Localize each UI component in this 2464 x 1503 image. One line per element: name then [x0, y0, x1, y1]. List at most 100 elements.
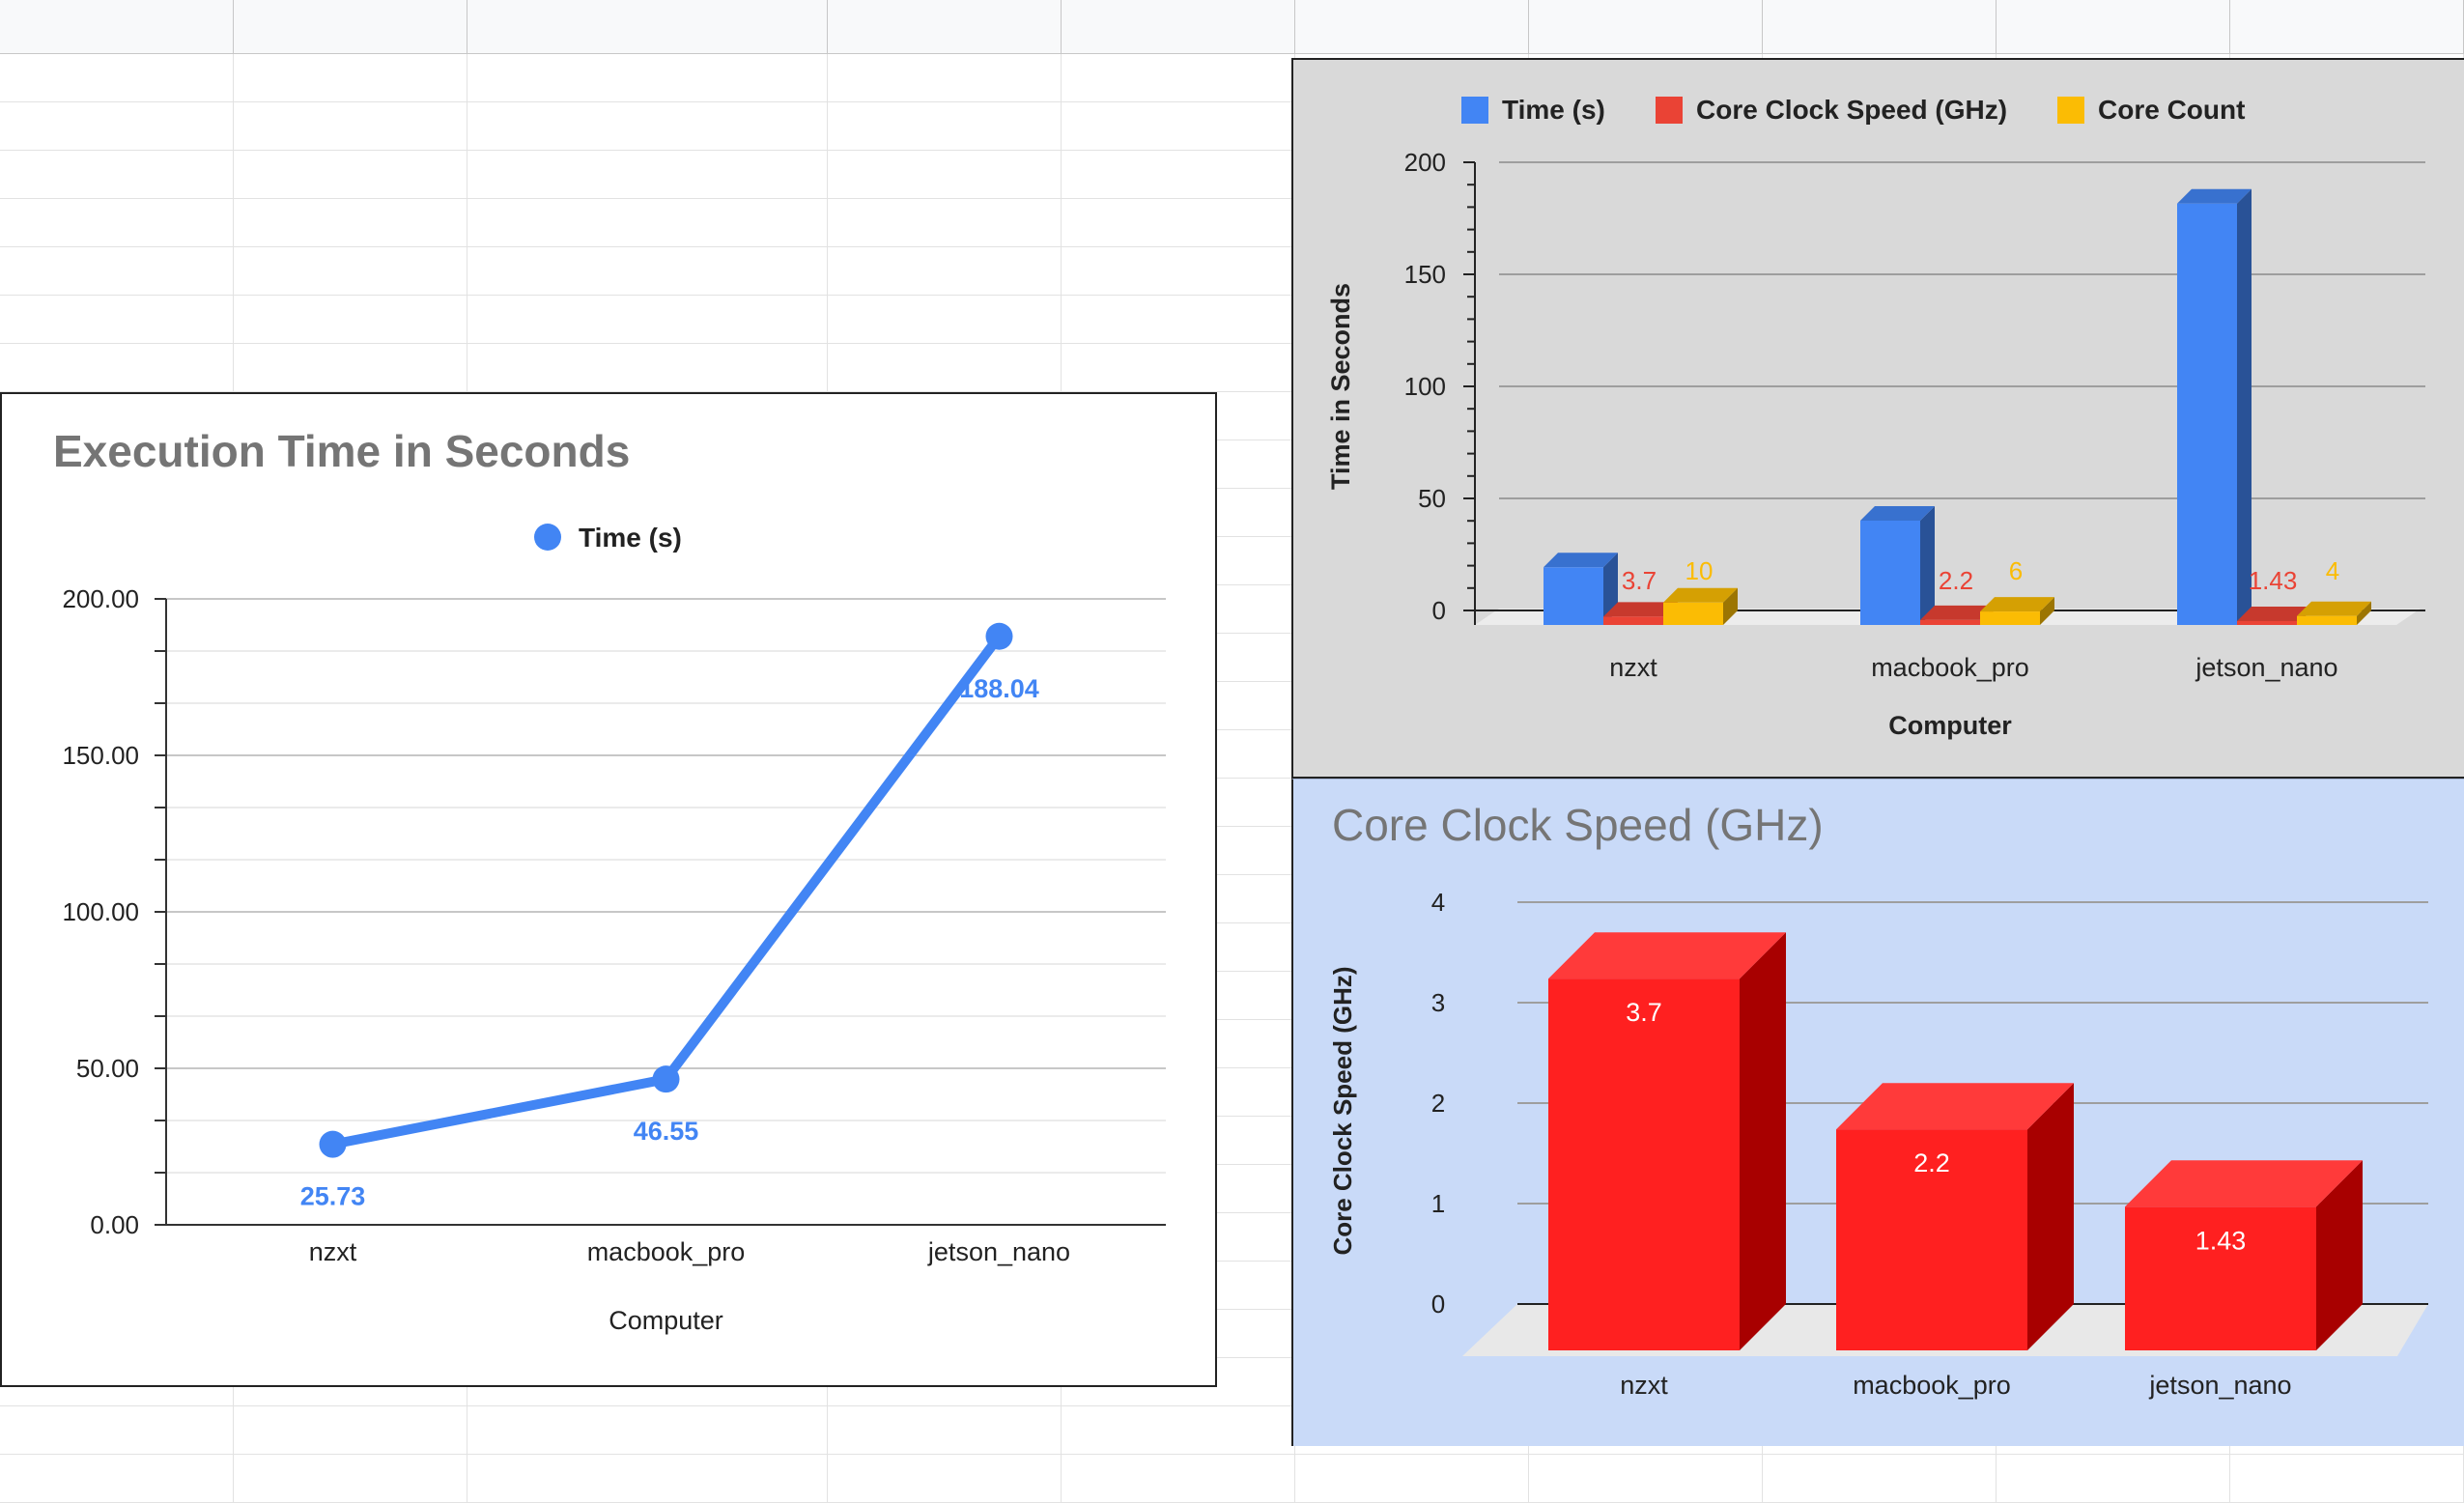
y-tick-label: 200	[1404, 148, 1446, 177]
empty-cell[interactable]	[828, 344, 1062, 392]
x-tick-label-nzxt: nzxt	[309, 1237, 357, 1266]
bar-macbook_pro-2	[1920, 619, 1980, 625]
column-header-d[interactable]	[828, 0, 1062, 54]
empty-cell[interactable]	[1997, 1455, 2230, 1503]
column-header-j[interactable]	[2230, 0, 2464, 54]
bar-macbook_pro	[1836, 1129, 2027, 1350]
empty-cell[interactable]	[828, 296, 1062, 344]
empty-cell[interactable]	[1763, 1455, 1997, 1503]
empty-cell[interactable]	[1295, 1455, 1529, 1503]
grouped-3d-bar-chart[interactable]: Time (s) Core Clock Speed (GHz) Core Count…	[1291, 58, 2464, 779]
column-header-f[interactable]	[1295, 0, 1529, 54]
empty-cell[interactable]	[234, 344, 467, 392]
empty-cell[interactable]	[828, 1455, 1062, 1503]
data-cell[interactable]	[0, 102, 234, 151]
bar-side-jetson_nano-1	[2237, 188, 2252, 625]
empty-cell[interactable]	[467, 296, 828, 344]
data-label-nzxt-3: 10	[1685, 556, 1713, 585]
line-chart-svg: Execution Time in Seconds Time (s) 0.00 50.…	[53, 426, 1166, 1335]
data-label-macbook_pro-3: 6	[2009, 556, 2023, 585]
bar-side-jetson_nano	[2316, 1160, 2363, 1350]
bar-top-macbook_pro-3	[1980, 597, 2054, 612]
header-cell[interactable]	[234, 54, 467, 102]
y-tick-label: 4	[1431, 888, 1445, 917]
bar-side-nzxt	[1740, 932, 1786, 1350]
empty-cell[interactable]	[1062, 199, 1295, 247]
chart-title: Execution Time in Seconds	[53, 426, 630, 476]
data-cell[interactable]	[467, 151, 828, 199]
header-cell[interactable]	[0, 54, 234, 102]
bar-top-macbook_pro	[1836, 1083, 2074, 1130]
y-tick-label: 100	[1404, 372, 1446, 401]
empty-cell[interactable]	[0, 1455, 234, 1503]
x-axis-title: Computer	[1888, 711, 2012, 740]
bar-jetson_nano-3	[2297, 615, 2357, 625]
empty-cell[interactable]	[1062, 1406, 1295, 1455]
empty-cell[interactable]	[1062, 102, 1295, 151]
data-cell[interactable]	[234, 199, 467, 247]
data-label-jetson_nano: 188.04	[959, 674, 1039, 703]
x-tick-label-macbook_pro: macbook_pro	[587, 1237, 746, 1266]
legend-swatch-1	[1461, 97, 1488, 124]
data-cell[interactable]	[234, 151, 467, 199]
column-header-i[interactable]	[1997, 0, 2230, 54]
bar-macbook_pro-1	[1860, 521, 1920, 625]
legend-label-2: Core Clock Speed (GHz)	[1696, 95, 2007, 125]
empty-cell[interactable]	[1529, 1455, 1763, 1503]
y-axis-title: Core Clock Speed (GHz)	[1328, 966, 1357, 1255]
legend-label-time: Time (s)	[579, 523, 682, 553]
empty-cell[interactable]	[1062, 1455, 1295, 1503]
empty-cell[interactable]	[467, 344, 828, 392]
empty-cell[interactable]	[467, 1406, 828, 1455]
header-cell[interactable]	[467, 54, 828, 102]
data-cell[interactable]	[467, 199, 828, 247]
empty-cell[interactable]	[0, 296, 234, 344]
empty-cell[interactable]	[0, 1406, 234, 1455]
empty-cell[interactable]	[1062, 151, 1295, 199]
empty-cell[interactable]	[467, 1455, 828, 1503]
data-cell[interactable]	[828, 102, 1062, 151]
empty-cell[interactable]	[2230, 1455, 2464, 1503]
empty-cell[interactable]	[234, 1455, 467, 1503]
empty-cell[interactable]	[1062, 54, 1295, 102]
data-cell[interactable]	[0, 199, 234, 247]
data-cell[interactable]	[828, 199, 1062, 247]
column-header-a[interactable]	[0, 0, 234, 54]
empty-cell[interactable]	[234, 296, 467, 344]
y-axis-title: Time in Seconds	[1326, 283, 1355, 490]
data-cell[interactable]	[0, 151, 234, 199]
bar-side-jetson_nano-3	[2357, 601, 2371, 625]
bar-jetson_nano	[2125, 1206, 2316, 1350]
column-header-h[interactable]	[1763, 0, 1997, 54]
column-header-g[interactable]	[1529, 0, 1763, 54]
empty-cell[interactable]	[234, 1406, 467, 1455]
data-cell[interactable]	[828, 151, 1062, 199]
empty-cell[interactable]	[0, 344, 234, 392]
data-cell[interactable]	[234, 102, 467, 151]
bar-nzxt	[1548, 978, 1740, 1350]
grouped-bar-chart-svg: Time (s) Core Clock Speed (GHz) Core Count…	[1326, 95, 2425, 740]
bar-side-nzxt-3	[1723, 587, 1738, 625]
empty-cell[interactable]	[828, 1406, 1062, 1455]
data-label-nzxt: 25.73	[300, 1182, 366, 1211]
empty-cell[interactable]	[0, 247, 234, 296]
execution-time-line-chart[interactable]: Execution Time in Seconds Time (s) 0.00 50.…	[0, 392, 1217, 1387]
column-header-c[interactable]	[467, 0, 828, 54]
empty-cell[interactable]	[1062, 296, 1295, 344]
column-header-b[interactable]	[234, 0, 467, 54]
empty-cell[interactable]	[234, 247, 467, 296]
data-label-jetson_nano-2: 1.43	[2249, 566, 2298, 595]
header-cell[interactable]	[828, 54, 1062, 102]
bar-top-jetson_nano-2	[2237, 607, 2311, 621]
data-point-nzxt	[319, 1130, 347, 1158]
column-header-e[interactable]	[1062, 0, 1295, 54]
empty-cell[interactable]	[467, 247, 828, 296]
bar-side-macbook_pro-1	[1920, 506, 1935, 625]
core-clock-speed-3d-bar-chart[interactable]: Core Clock Speed (GHz) 0 1 2 3 4 3.7 nzxt 2.2 mac…	[1291, 779, 2464, 1446]
x-tick-label-jetson_nano: jetson_nano	[927, 1237, 1070, 1266]
empty-cell[interactable]	[1062, 344, 1295, 392]
empty-cell[interactable]	[828, 247, 1062, 296]
data-cell[interactable]	[467, 102, 828, 151]
data-label-macbook_pro: 46.55	[634, 1117, 699, 1146]
empty-cell[interactable]	[1062, 247, 1295, 296]
